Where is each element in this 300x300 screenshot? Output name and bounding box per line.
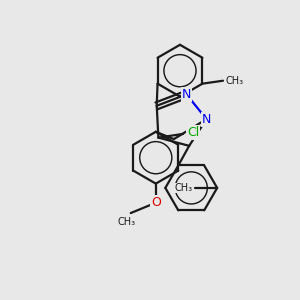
Text: CH₃: CH₃ [226,76,244,86]
Text: CH₃: CH₃ [117,218,135,227]
Text: N: N [182,88,191,101]
Text: Cl: Cl [187,126,200,139]
Text: CH₃: CH₃ [174,183,192,193]
Text: O: O [151,196,161,209]
Text: N: N [202,112,211,126]
